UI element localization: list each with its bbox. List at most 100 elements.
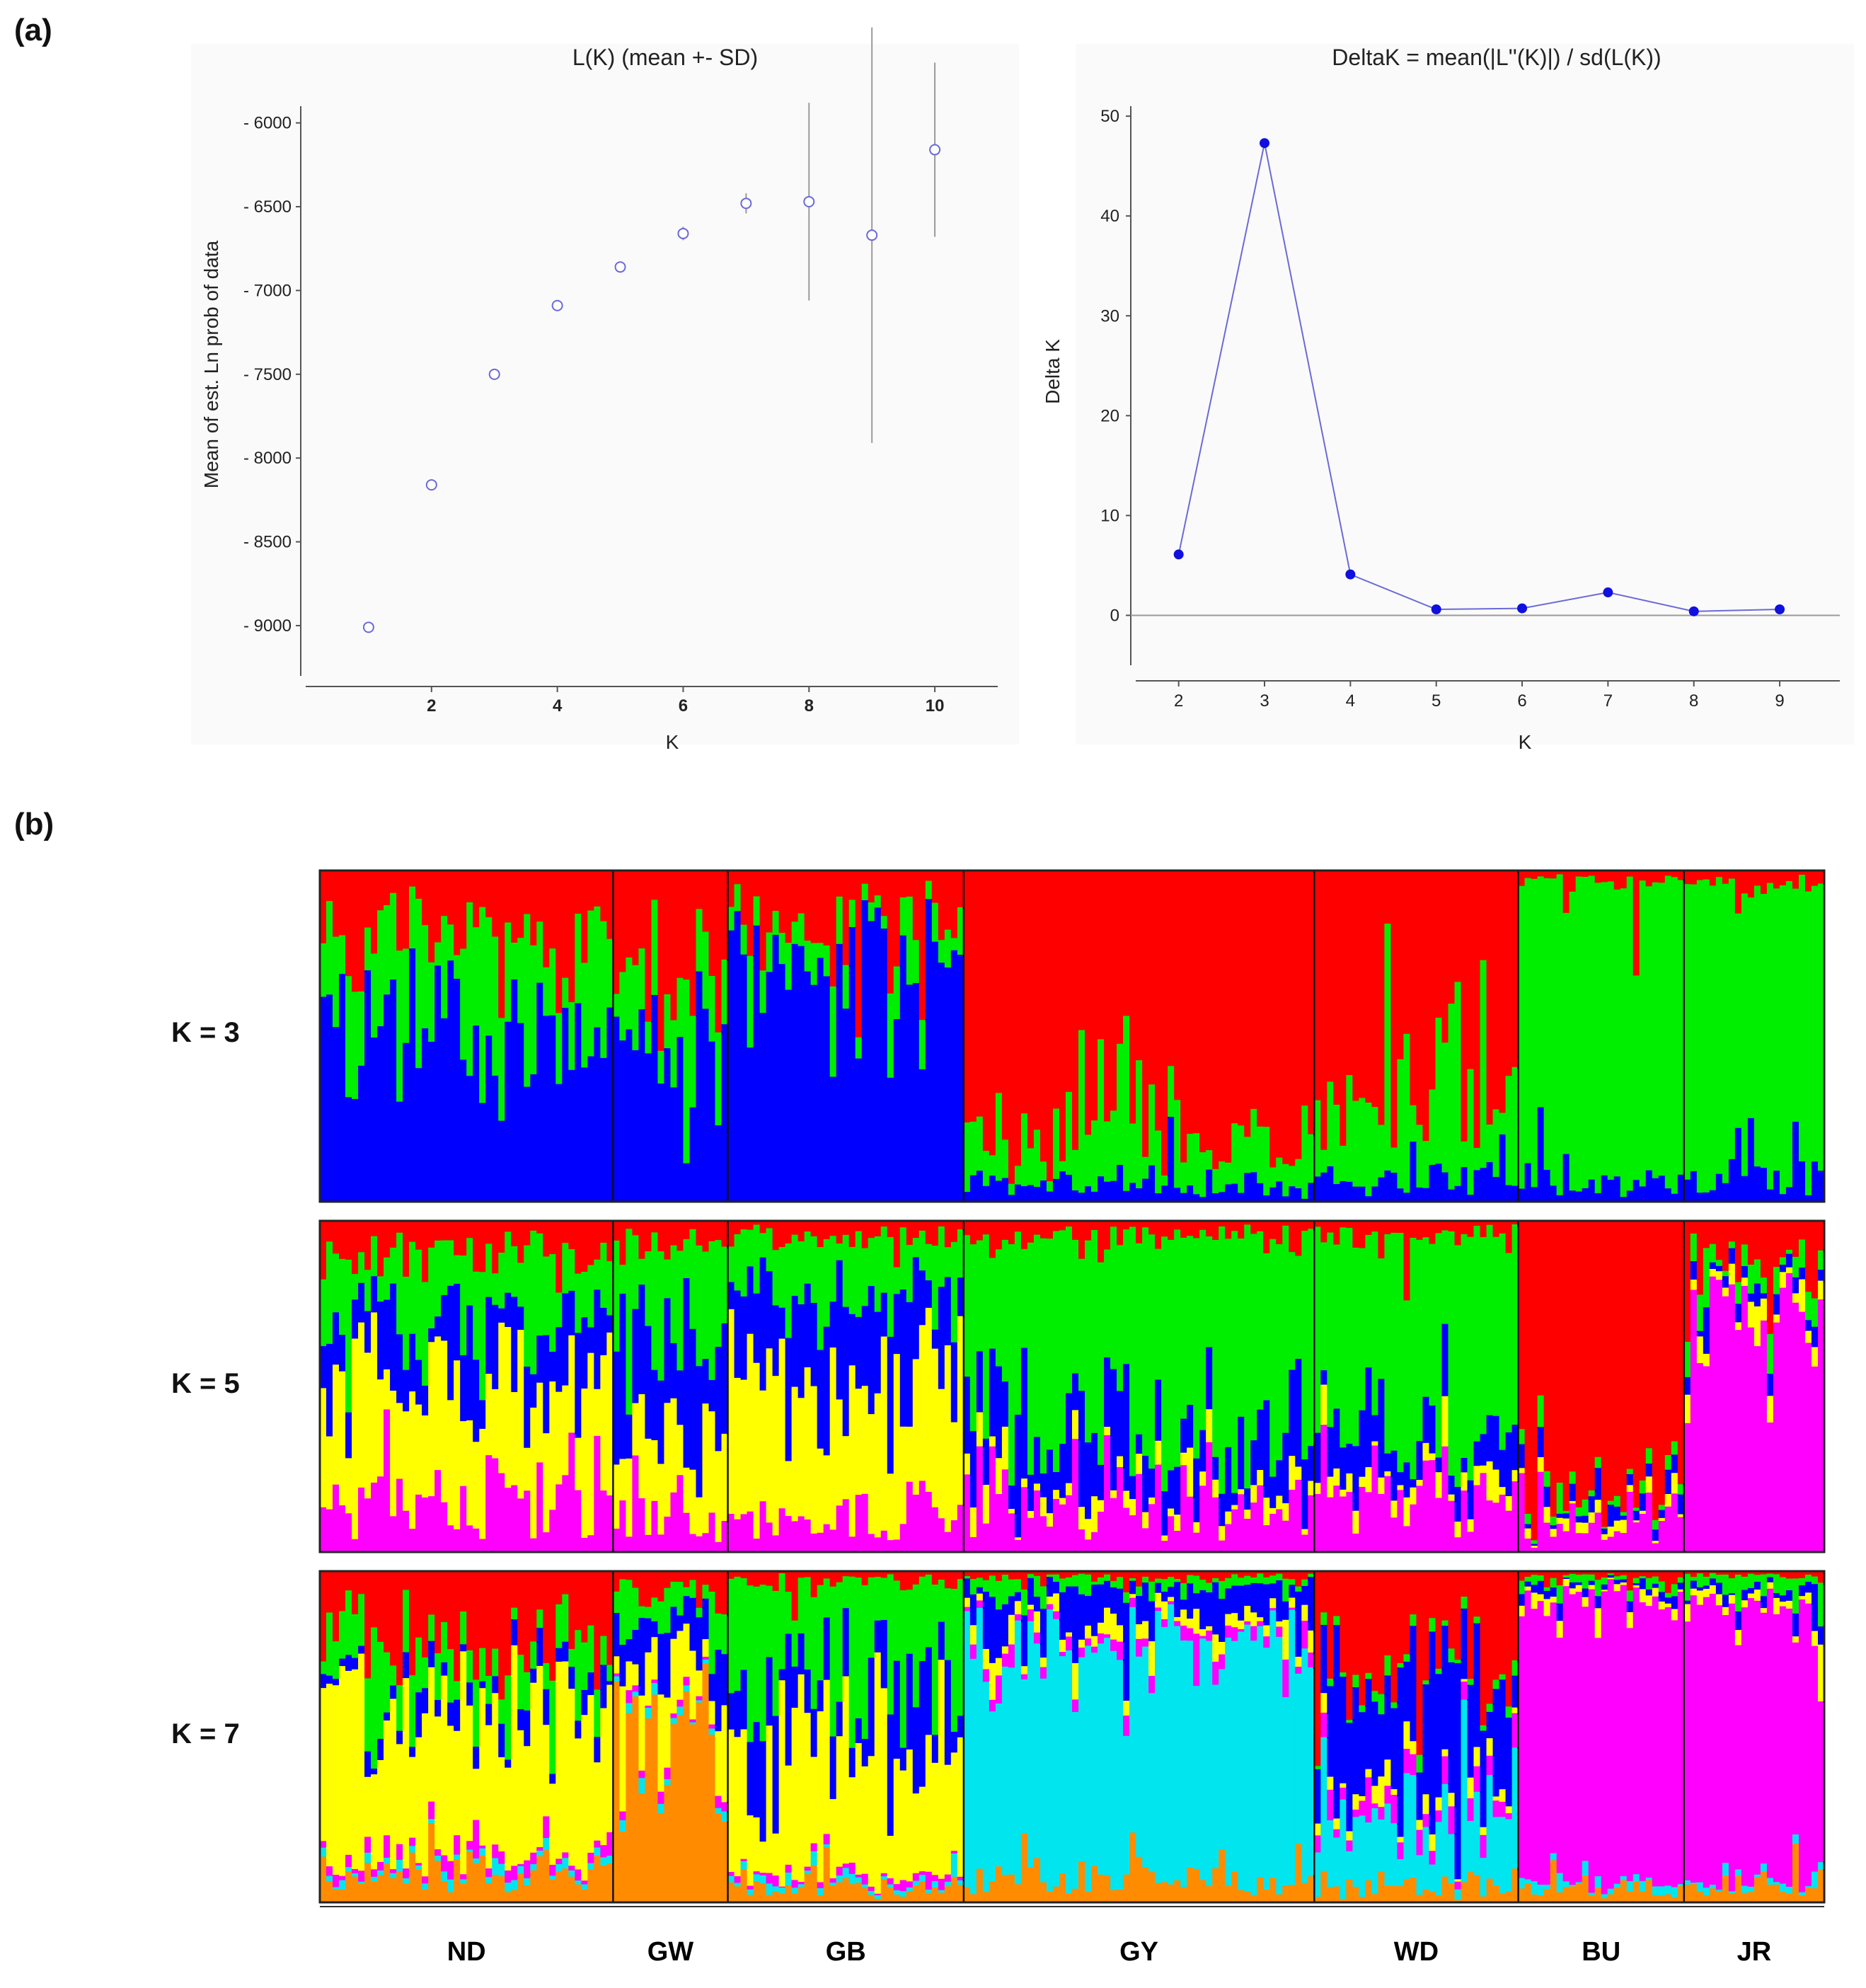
admixture-segment (1174, 1187, 1181, 1202)
admixture-segment (1690, 1595, 1698, 1883)
admixture-segment (708, 1221, 716, 1241)
admixture-segment (963, 1575, 971, 1579)
admixture-segment (396, 950, 403, 1102)
admixture-segment (817, 1679, 824, 1712)
admixture-segment (1289, 1165, 1296, 1187)
admixture-segment (1301, 1579, 1308, 1586)
admixture-segment (810, 1757, 818, 1844)
admixture-segment (1709, 885, 1717, 1190)
admixture-segment (1441, 1042, 1449, 1173)
admixture-segment (1193, 1458, 1200, 1522)
admixture-segment (657, 1571, 665, 1602)
admixture-segment (524, 914, 531, 1087)
admixture-segment (887, 1539, 894, 1553)
admixture-segment (1798, 1595, 1806, 1599)
admixture-segment (887, 1574, 894, 1715)
admixture-segment (1728, 1571, 1736, 1578)
admixture-segment (868, 1285, 875, 1415)
admixture-segment (1448, 1231, 1456, 1476)
admixture-segment (1601, 1893, 1608, 1899)
admixture-segment (333, 1889, 340, 1903)
admixture-segment (1174, 1621, 1181, 1626)
admixture-segment (1441, 1172, 1449, 1202)
admixture-segment (1543, 878, 1551, 1170)
admixture-segment (1804, 871, 1812, 892)
admixture-segment (1206, 1626, 1213, 1631)
admixture-segment (1238, 1620, 1245, 1629)
admixture-segment (797, 1883, 805, 1888)
admixture-segment (1645, 1605, 1653, 1878)
admixture-segment (1441, 1396, 1449, 1447)
admixture-segment (326, 1509, 333, 1553)
admixture-segment (1703, 1895, 1710, 1903)
admixture-segment (1206, 1149, 1213, 1170)
admixture-segment (1524, 1879, 1532, 1884)
admixture-segment (982, 1591, 990, 1649)
admixture-segment (1792, 1293, 1799, 1303)
lk-y-tick-label: - 9000 (243, 616, 292, 636)
admixture-segment (1238, 1488, 1245, 1495)
admixture-segment (1562, 1510, 1570, 1514)
admixture-segment (670, 1492, 678, 1553)
admixture-segment (1728, 1248, 1736, 1264)
admixture-segment (460, 1571, 467, 1612)
admixture-segment (785, 1221, 793, 1243)
admixture-segment (1219, 1849, 1226, 1903)
admixture-segment (1486, 1224, 1494, 1415)
admixture-segment (848, 871, 856, 900)
admixture-segment (1390, 1147, 1398, 1173)
admixture-segment (1550, 1524, 1557, 1529)
admixture-segment (1078, 1573, 1085, 1595)
admixture-segment (1607, 881, 1615, 1180)
lk-y-tick-label: - 6500 (243, 197, 292, 217)
admixture-segment (1531, 1545, 1538, 1548)
admixture-segment (1582, 1515, 1589, 1523)
admixture-segment (1052, 1108, 1060, 1179)
admixture-segment (1741, 1221, 1749, 1245)
admixture-segment (1562, 1221, 1570, 1511)
admixture-segment (651, 1682, 659, 1695)
admixture-segment (1301, 871, 1308, 1106)
admixture-segment (683, 1512, 691, 1553)
admixture-segment (339, 1371, 346, 1506)
admixture-segment (887, 1878, 894, 1885)
admixture-segment (1671, 1596, 1678, 1609)
population-label-bu: BU (1582, 1937, 1620, 1967)
admixture-segment (1098, 1643, 1105, 1875)
admixture-segment (1225, 1238, 1232, 1447)
admixture-segment (1378, 1776, 1386, 1808)
admixture-segment (1301, 1571, 1308, 1580)
admixture-segment (1142, 1582, 1149, 1621)
admixture-segment (1766, 1582, 1774, 1589)
admixture-segment (600, 1490, 607, 1553)
admixture-segment (1187, 1235, 1194, 1405)
admixture-segment (810, 1236, 818, 1304)
admixture-segment (1677, 1582, 1685, 1590)
admixture-segment (753, 1871, 761, 1875)
admixture-segment (696, 1607, 703, 1618)
admixture-segment (1645, 1447, 1653, 1464)
admixture-segment (829, 871, 837, 987)
admixture-segment (1359, 1711, 1366, 1796)
admixture-segment (1582, 1522, 1589, 1534)
admixture-segment (1492, 1571, 1500, 1680)
admixture-segment (1690, 1882, 1698, 1885)
admixture-segment (1039, 1238, 1047, 1473)
admixture-segment (1429, 1243, 1436, 1406)
admixture-segment (912, 1358, 920, 1495)
admixture-segment (1671, 1583, 1678, 1597)
admixture-segment (1607, 1504, 1615, 1527)
admixture-segment (1811, 1645, 1819, 1872)
admixture-segment (626, 871, 633, 958)
admixture-segment (670, 1245, 678, 1343)
admixture-segment (1148, 1221, 1156, 1235)
admixture-segment (1295, 871, 1302, 1159)
admixture-segment (1219, 1221, 1226, 1226)
admixture-segment (434, 1699, 442, 1717)
admixture-segment (842, 1435, 850, 1500)
admixture-segment (1734, 1321, 1742, 1331)
admixture-segment (1461, 1608, 1468, 1679)
admixture-segment (1569, 1582, 1577, 1589)
admixture-segment (600, 871, 607, 921)
lk-y-tick-label: - 6000 (243, 114, 292, 133)
